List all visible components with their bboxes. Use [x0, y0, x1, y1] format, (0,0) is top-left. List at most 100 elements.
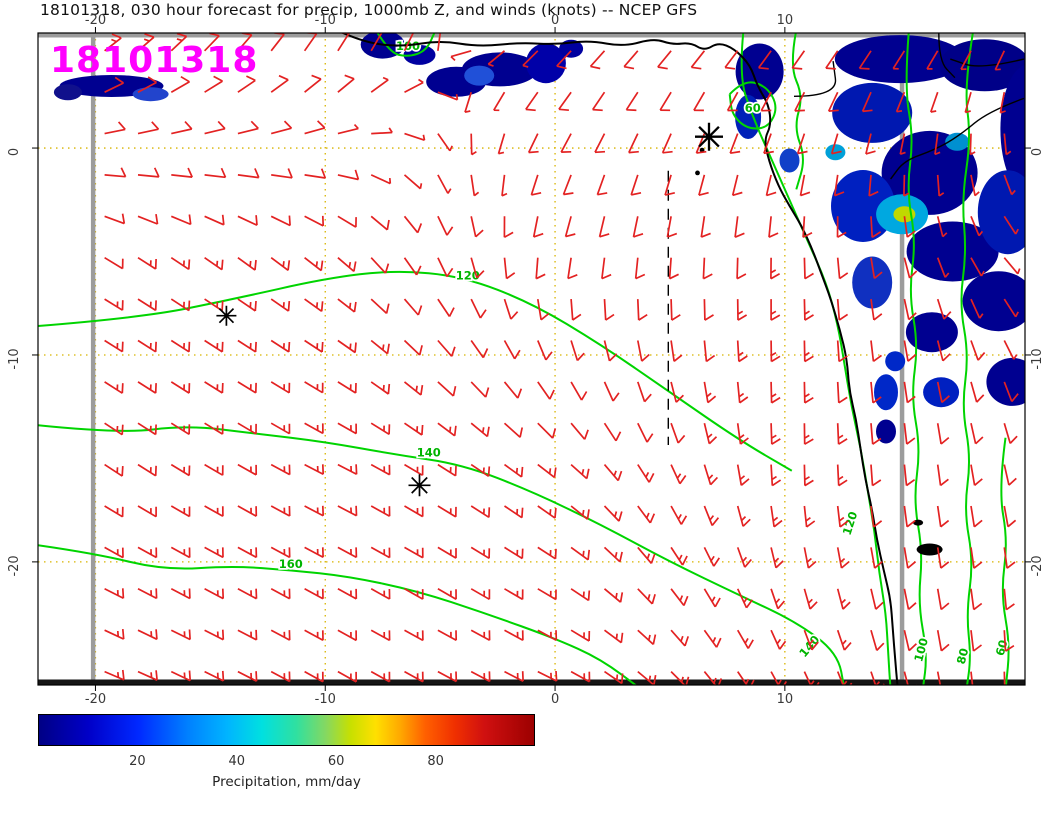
wind-barb — [170, 214, 192, 226]
contour-label: 140 — [417, 445, 441, 459]
wind-barb — [1003, 298, 1019, 318]
wind-barb — [803, 381, 814, 404]
wind-barb — [825, 50, 839, 70]
precip-cell — [881, 130, 978, 215]
wind-barb — [270, 215, 291, 227]
axis-tick-label: 0 — [551, 692, 559, 707]
wind-barb — [170, 422, 191, 436]
height-contour-60 — [728, 81, 777, 130]
wind-barb — [470, 463, 491, 478]
wind-barb — [604, 670, 624, 685]
wind-barb — [404, 670, 424, 683]
colorbar-caption: Precipitation, mm/day — [212, 774, 361, 790]
wind-barb — [736, 423, 749, 445]
wind-barb — [865, 133, 876, 155]
wind-barb — [702, 257, 713, 280]
wind-barb — [337, 215, 357, 228]
wind-barb — [170, 463, 191, 477]
wind-barb — [237, 257, 257, 271]
wind-barb — [536, 298, 550, 321]
wind-barb — [670, 546, 688, 566]
wind-barb — [404, 505, 424, 518]
wind-barb — [304, 74, 322, 93]
precip-cell — [905, 312, 958, 353]
wind-barb — [371, 127, 393, 135]
wind-barb — [203, 33, 220, 52]
wind-barb — [337, 629, 358, 642]
precip-cell — [832, 82, 913, 143]
contour-label: 160 — [279, 557, 303, 571]
wind-barb — [603, 422, 622, 442]
wind-barb — [556, 50, 572, 70]
wind-barb — [668, 257, 679, 280]
wind-barb — [799, 174, 811, 197]
wind-barb — [803, 299, 814, 321]
wind-barb — [794, 91, 806, 112]
plot-frame — [37, 32, 1026, 686]
coastline — [340, 33, 899, 685]
wind-barb — [537, 422, 557, 439]
wind-barb — [836, 464, 848, 487]
wind-barb — [1003, 340, 1018, 360]
wind-barb — [204, 75, 223, 93]
wind-barb — [535, 257, 546, 280]
wind-barb — [796, 133, 808, 155]
wind-barb — [1003, 174, 1016, 196]
wind-barb — [623, 50, 639, 70]
wind-barb — [589, 50, 606, 70]
wind-barb — [270, 670, 291, 683]
wind-barb — [137, 588, 158, 600]
wind-barb — [861, 91, 873, 113]
wind-barb — [934, 133, 941, 156]
wind-barb — [791, 50, 806, 70]
wind-barb — [637, 588, 656, 605]
wind-barb — [770, 588, 786, 610]
wind-barb — [403, 33, 415, 52]
wind-barb — [271, 168, 293, 179]
wind-barb — [104, 213, 126, 225]
axis-tick-label: -20 — [85, 13, 106, 28]
wind-barb — [870, 298, 883, 321]
wind-barb — [437, 588, 457, 600]
wind-barb — [999, 92, 1006, 114]
wind-barb — [503, 340, 521, 360]
wind-barb — [632, 216, 644, 238]
wind-barb — [670, 299, 681, 321]
wind-barb — [370, 174, 392, 185]
wind-barb — [503, 298, 519, 320]
wind-barb — [1003, 671, 1006, 685]
contour-label: 80 — [954, 647, 972, 666]
wind-barb — [603, 629, 624, 644]
wind-barb — [936, 298, 952, 320]
wind-barb — [137, 213, 159, 225]
wind-barb — [104, 76, 124, 93]
wind-barb — [470, 340, 489, 359]
wind-barb — [703, 464, 719, 486]
wind-barb — [803, 547, 817, 569]
wind-barb — [370, 629, 391, 642]
wind-barb — [470, 381, 490, 398]
wind-barb — [137, 121, 160, 135]
wind-barb — [370, 670, 391, 683]
wind-barb — [657, 50, 672, 70]
axis-tick-label: 0 — [7, 148, 22, 156]
wind-barb — [270, 463, 291, 476]
wind-barb — [570, 299, 582, 321]
lake — [916, 543, 943, 556]
wind-barb — [637, 629, 657, 646]
inland-border-river — [950, 58, 1025, 67]
wind-barb — [537, 340, 553, 361]
wind-barb — [437, 670, 458, 683]
wind-barb — [936, 505, 950, 528]
precip-cell — [132, 87, 169, 102]
wind-barb — [736, 340, 748, 363]
axis-tick-label: -10 — [7, 348, 22, 369]
wind-barb — [304, 339, 324, 353]
center-markers — [216, 122, 723, 497]
wind-barb — [670, 422, 686, 444]
wind-barb — [137, 505, 157, 518]
wind-barb — [836, 299, 849, 321]
wind-barb — [836, 547, 850, 569]
wind-barb — [503, 216, 514, 239]
